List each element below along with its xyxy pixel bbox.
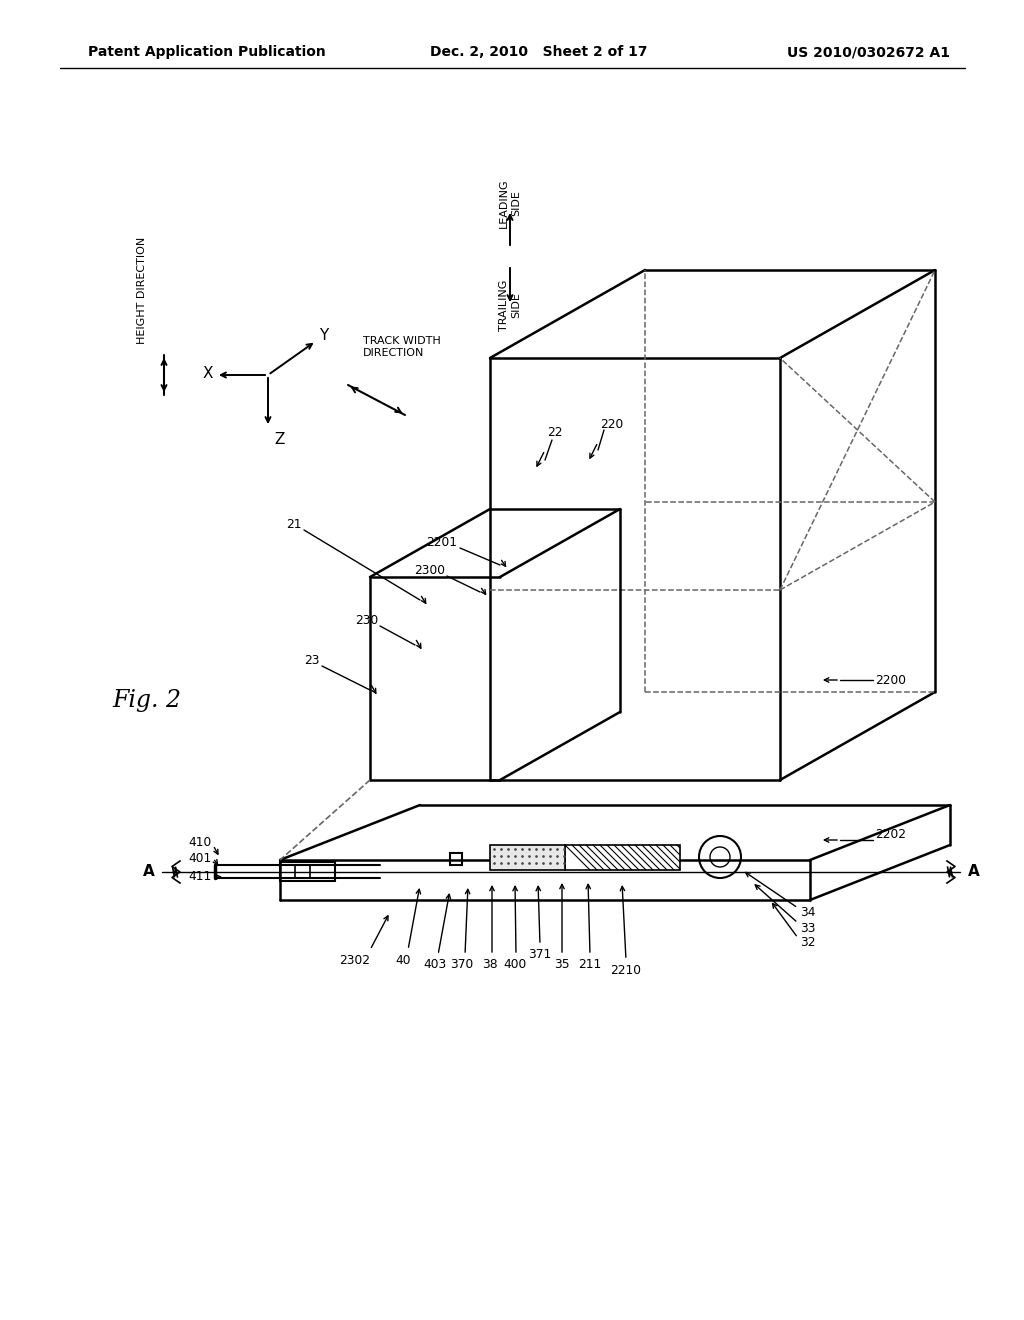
Text: 400: 400: [504, 958, 526, 972]
Text: Fig. 2: Fig. 2: [112, 689, 181, 711]
Text: 370: 370: [451, 958, 474, 972]
Text: 2302: 2302: [340, 953, 371, 966]
Text: 411: 411: [188, 870, 212, 883]
Text: TRACK WIDTH
DIRECTION: TRACK WIDTH DIRECTION: [362, 337, 440, 358]
Bar: [450, 853, 462, 865]
Text: 220: 220: [600, 418, 624, 432]
Text: 34: 34: [800, 907, 815, 920]
Text: Patent Application Publication: Patent Application Publication: [88, 45, 326, 59]
Bar: [565, 845, 680, 870]
Text: Z: Z: [274, 432, 286, 446]
Text: 32: 32: [800, 936, 815, 949]
Text: 35: 35: [554, 958, 569, 972]
Text: 40: 40: [395, 953, 411, 966]
Text: 401: 401: [188, 851, 212, 865]
Text: 403: 403: [423, 958, 446, 972]
Text: 410: 410: [188, 836, 212, 849]
Text: 2201: 2201: [426, 536, 457, 549]
Text: A: A: [968, 865, 980, 879]
Text: 2202: 2202: [874, 829, 906, 842]
Text: HEIGHT DIRECTION: HEIGHT DIRECTION: [137, 236, 147, 343]
Text: 371: 371: [528, 949, 552, 961]
Text: 21: 21: [287, 519, 302, 532]
Text: X: X: [203, 366, 213, 380]
Text: 23: 23: [304, 653, 319, 667]
Text: A: A: [143, 865, 155, 879]
Text: Y: Y: [319, 327, 329, 342]
Text: 2300: 2300: [414, 564, 445, 577]
Bar: [490, 845, 565, 870]
Text: 38: 38: [482, 958, 498, 972]
Text: LEADING
SIDE: LEADING SIDE: [500, 178, 521, 228]
Text: 2200: 2200: [874, 673, 906, 686]
Text: US 2010/0302672 A1: US 2010/0302672 A1: [787, 45, 950, 59]
Text: 33: 33: [800, 921, 815, 935]
Text: TRAILING
SIDE: TRAILING SIDE: [500, 280, 521, 331]
Text: 22: 22: [547, 426, 562, 440]
Text: 2210: 2210: [610, 964, 641, 977]
Text: 211: 211: [579, 958, 602, 972]
Text: Dec. 2, 2010   Sheet 2 of 17: Dec. 2, 2010 Sheet 2 of 17: [430, 45, 647, 59]
Text: 230: 230: [354, 614, 378, 627]
